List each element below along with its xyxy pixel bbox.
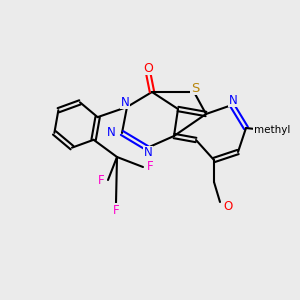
Text: N: N (144, 146, 152, 160)
Text: N: N (229, 94, 237, 106)
Text: F: F (147, 160, 153, 173)
Text: methyl: methyl (254, 125, 290, 135)
Text: O: O (224, 200, 232, 214)
Text: F: F (98, 173, 104, 187)
Text: O: O (143, 61, 153, 74)
Text: S: S (191, 82, 199, 94)
Text: N: N (121, 95, 129, 109)
Text: F: F (113, 203, 119, 217)
Text: N: N (107, 125, 116, 139)
